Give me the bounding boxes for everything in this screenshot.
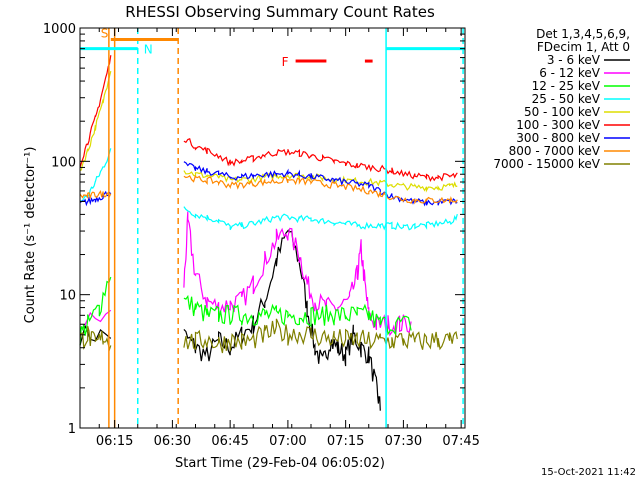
flag-label-f: F	[282, 55, 289, 69]
generation-timestamp: 15-Oct-2021 11:42	[541, 467, 636, 478]
x-tick-label: 06:30	[154, 434, 191, 449]
legend-label: 800 - 7000 keV	[509, 144, 601, 158]
x-tick-label: 07:15	[327, 434, 364, 449]
legend-label: 25 - 50 keV	[532, 92, 601, 106]
flag-label-n: N	[144, 43, 153, 57]
legend-label: 7000 - 15000 keV	[493, 157, 600, 171]
legend-label: 50 - 100 keV	[524, 105, 601, 119]
series-line-8	[79, 175, 458, 205]
series-line-9	[79, 318, 458, 354]
legend-label: 6 - 12 keV	[539, 66, 601, 80]
x-tick-label: 07:30	[385, 434, 422, 449]
y-axis-label: Count Rate (s⁻¹ detector⁻¹)	[23, 147, 38, 324]
x-tick-label: 06:45	[211, 434, 248, 449]
legend-header: FDecim 1, Att 0	[537, 40, 630, 54]
y-tick-label: 10	[59, 289, 76, 304]
legend: Det 1,3,4,5,6,9,FDecim 1, Att 03 - 6 keV…	[493, 27, 630, 171]
legend-label: 3 - 6 keV	[547, 53, 601, 67]
series-line-4	[79, 148, 458, 231]
plot-area: N S F 06:15 06:30 06:45 07:00 07:15 07:30 07:45 1 1…	[43, 22, 480, 449]
y-tick-label: 1	[68, 422, 76, 437]
legend-label: 12 - 25 keV	[532, 79, 601, 93]
x-tick-label: 07:00	[269, 434, 306, 449]
x-tick-label: 06:15	[96, 434, 133, 449]
series-line-5	[79, 70, 458, 193]
chart-title: RHESSI Observing Summary Count Rates	[125, 3, 435, 21]
series-line-3	[79, 276, 412, 346]
y-tick-label: 1000	[43, 22, 76, 37]
flag-label-s: S	[101, 26, 109, 40]
legend-header: Det 1,3,4,5,6,9,	[536, 27, 630, 41]
legend-label: 300 - 800 keV	[516, 131, 600, 145]
y-tick-label: 100	[51, 155, 76, 170]
x-axis-label: Start Time (29-Feb-04 06:05:02)	[175, 456, 385, 471]
x-tick-label: 07:45	[442, 434, 479, 449]
legend-label: 100 - 300 keV	[516, 118, 600, 132]
series-line-6	[79, 55, 458, 182]
